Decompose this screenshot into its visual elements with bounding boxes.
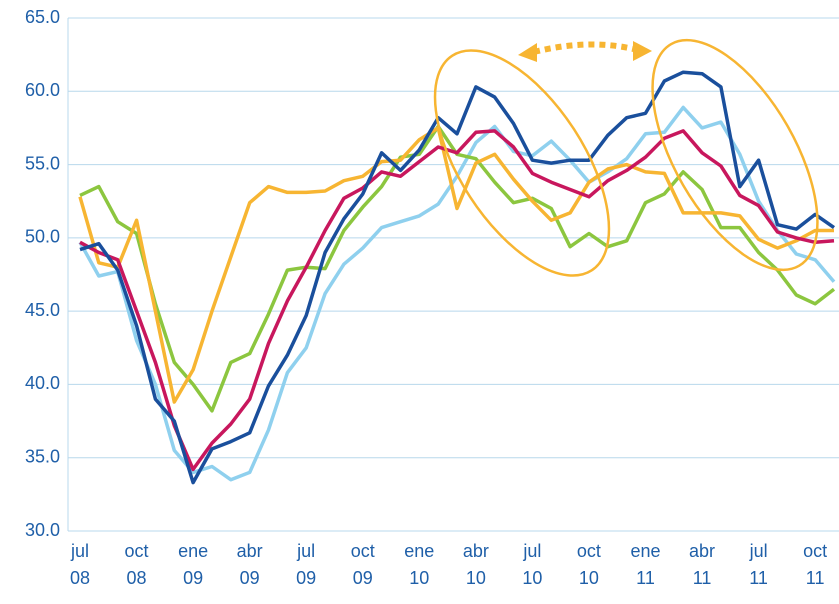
series-line <box>78 126 834 404</box>
series-line <box>79 70 836 485</box>
y-tick-label: 40.0 <box>25 373 60 393</box>
series-line <box>79 129 835 472</box>
highlight-ellipse <box>651 38 819 272</box>
y-tick-label: 50.0 <box>25 227 60 247</box>
x-tick-label: oct 09 <box>350 541 375 588</box>
x-tick-label: ene 10 <box>404 541 435 588</box>
arrow-head <box>518 43 537 62</box>
x-tick-label: jul 10 <box>522 541 543 588</box>
y-tick-label: 45.0 <box>25 300 60 320</box>
series-line <box>78 105 836 482</box>
annotations <box>433 38 819 277</box>
x-tick-label: ene 11 <box>630 541 661 588</box>
y-tick-label: 35.0 <box>25 446 60 466</box>
x-tick-label: oct 10 <box>576 541 601 588</box>
x-tick-label: abr 11 <box>689 541 716 588</box>
x-tick-label: jul 11 <box>749 541 768 588</box>
y-tick-label: 55.0 <box>25 153 60 173</box>
x-tick-label: ene 09 <box>178 541 209 588</box>
dotted-arrow <box>533 41 639 55</box>
highlight-ellipse <box>433 49 611 277</box>
x-tick-label: oct 11 <box>803 541 828 588</box>
y-tick-label: 30.0 <box>25 520 60 540</box>
x-tick-label: oct 08 <box>124 541 149 588</box>
arrow-head <box>633 41 652 61</box>
y-tick-label: 60.0 <box>25 80 60 100</box>
x-tick-label: jul 08 <box>69 541 91 588</box>
x-tick-label: abr 09 <box>236 541 263 588</box>
x-tick-label: abr 10 <box>462 541 489 588</box>
y-tick-label: 65.0 <box>25 7 60 27</box>
x-tick-label: jul 09 <box>296 541 317 588</box>
